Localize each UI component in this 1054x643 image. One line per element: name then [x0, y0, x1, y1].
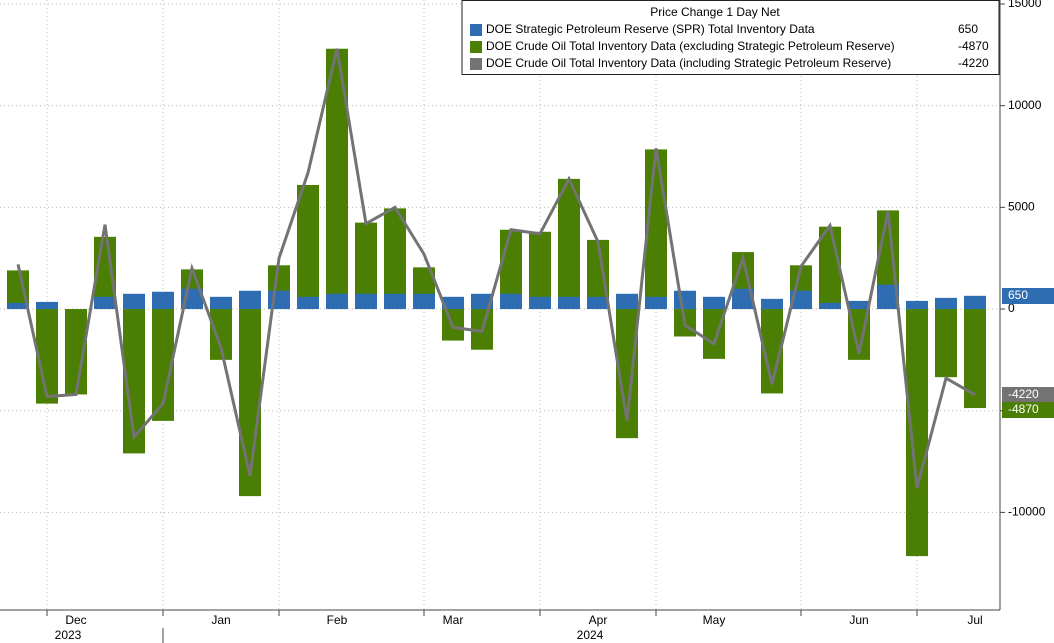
- bar: [326, 293, 348, 310]
- bar: [790, 290, 812, 310]
- y-tick-label: 0: [1008, 301, 1015, 315]
- bar: [355, 222, 377, 310]
- bar: [964, 295, 986, 310]
- value-tag-box: [1002, 402, 1054, 418]
- bar: [7, 270, 29, 310]
- legend-title: Price Change 1 Day Net: [650, 5, 780, 19]
- legend-value: -4870: [958, 39, 989, 53]
- x-tick-label: Mar: [443, 613, 464, 627]
- bar: [152, 309, 174, 421]
- legend: Price Change 1 Day Net DOE Strategic Petr…: [461, 0, 1000, 75]
- bar: [558, 178, 580, 310]
- bar: [123, 309, 145, 454]
- legend-swatch: [470, 24, 482, 36]
- bar: [964, 309, 986, 409]
- legend-label: DOE Crude Oil Total Inventory Data (excl…: [486, 39, 895, 53]
- x-tick-label: Jul: [967, 613, 982, 627]
- value-tag: -4220: [1002, 387, 1054, 403]
- y-tick-label: 15000: [1008, 0, 1042, 10]
- bar: [703, 296, 725, 310]
- bar: [297, 184, 319, 310]
- value-tag-label: 650: [1008, 288, 1028, 302]
- x-tick-label: May: [703, 613, 726, 627]
- x-year-label: 2024: [577, 628, 604, 642]
- bar: [36, 309, 58, 404]
- x-tick-label: Apr: [589, 613, 608, 627]
- bar: [558, 296, 580, 310]
- bar: [529, 296, 551, 310]
- value-tag: 650: [1002, 288, 1054, 304]
- bar: [500, 293, 522, 310]
- bar: [587, 296, 609, 310]
- bar: [65, 309, 87, 395]
- bar: [674, 290, 696, 310]
- bar: [210, 296, 232, 310]
- bar: [152, 291, 174, 310]
- x-tick-label: Feb: [327, 613, 348, 627]
- legend-value: 650: [958, 22, 978, 36]
- value-tag-label: -4220: [1008, 387, 1039, 401]
- bar: [587, 239, 609, 310]
- legend-swatch: [470, 58, 482, 70]
- y-tick-label: 10000: [1008, 98, 1042, 112]
- legend-value: -4220: [958, 56, 989, 70]
- bar: [210, 309, 232, 360]
- bar: [384, 293, 406, 310]
- bar: [877, 284, 899, 310]
- bar: [645, 296, 667, 310]
- bar: [384, 208, 406, 310]
- line: [16, 48, 976, 489]
- bar: [935, 309, 957, 378]
- bar: [732, 288, 754, 310]
- x-tick-label: Jun: [849, 613, 868, 627]
- bar: [819, 302, 841, 310]
- bar: [906, 309, 928, 557]
- bar: [935, 297, 957, 310]
- bar: [471, 293, 493, 310]
- bar: [906, 300, 928, 310]
- x-year-label: 2023: [55, 628, 82, 642]
- bar: [703, 309, 725, 359]
- legend-box: [461, 0, 1000, 75]
- x-tick-label: Dec: [65, 613, 86, 627]
- bar: [326, 48, 348, 310]
- bar: [529, 231, 551, 310]
- bar: [616, 293, 638, 310]
- bar: [123, 293, 145, 310]
- y-tick-label: 5000: [1008, 200, 1035, 214]
- value-tag-box: [1002, 288, 1054, 304]
- bar: [7, 302, 29, 310]
- x-tick-label: Jan: [211, 613, 230, 627]
- bar: [297, 296, 319, 310]
- legend-label: DOE Crude Oil Total Inventory Data (incl…: [486, 56, 891, 70]
- y-tick-label: -10000: [1008, 505, 1046, 519]
- value-tag-box: [1002, 387, 1054, 403]
- bar: [442, 296, 464, 310]
- value-tag-label: -4870: [1008, 402, 1039, 416]
- legend-swatch: [470, 41, 482, 53]
- bar: [239, 290, 261, 310]
- bar: [355, 293, 377, 310]
- bar: [848, 300, 870, 310]
- bar: [36, 301, 58, 310]
- bar: [761, 309, 783, 394]
- bar: [94, 296, 116, 310]
- bar: [616, 309, 638, 439]
- legend-label: DOE Strategic Petroleum Reserve (SPR) To…: [486, 22, 815, 36]
- bar: [761, 298, 783, 310]
- bar: [413, 293, 435, 310]
- value-tag: -4870: [1002, 402, 1054, 418]
